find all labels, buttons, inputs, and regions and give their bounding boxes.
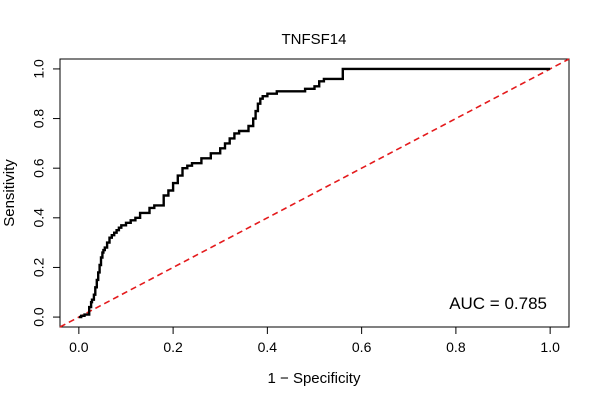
chart-title: TNFSF14 — [281, 31, 346, 48]
x-tick-label: 0.0 — [69, 339, 89, 355]
y-tick-label: 0.4 — [31, 208, 47, 228]
x-tick-label: 0.2 — [163, 339, 183, 355]
x-tick-label: 0.6 — [352, 339, 372, 355]
x-axis: 0.0 0.2 0.4 0.6 0.8 1.0 — [69, 326, 560, 355]
roc-curve — [78, 67, 551, 319]
reference-diagonal-line — [59, 58, 570, 328]
y-tick-label: 0.2 — [31, 258, 47, 278]
x-tick-label: 1.0 — [540, 339, 560, 355]
plot-frame — [59, 58, 570, 328]
x-tick-label: 0.8 — [446, 339, 466, 355]
y-tick-label: 1.0 — [31, 59, 47, 79]
x-axis-label: 1 − Specificity — [268, 370, 361, 387]
auc-annotation: AUC = 0.785 — [449, 294, 547, 313]
y-tick-label: 0.6 — [31, 158, 47, 178]
y-axis-label: Sensitivity — [1, 159, 18, 227]
y-tick-label: 0.8 — [31, 109, 47, 129]
y-axis: 0.0 0.2 0.4 0.6 0.8 1.0 — [31, 59, 61, 327]
x-tick-label: 0.4 — [258, 339, 278, 355]
plot-content — [59, 58, 570, 328]
y-tick-label: 0.0 — [31, 307, 47, 327]
